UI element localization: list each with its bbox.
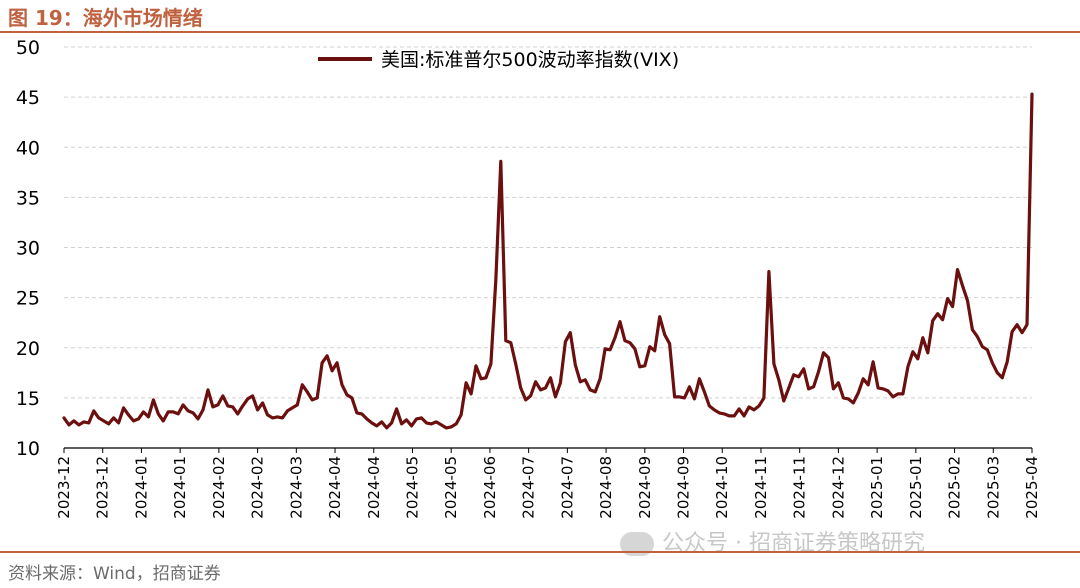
x-tick-label: 2023-12 xyxy=(55,456,73,519)
x-tick-label: 2024-05 xyxy=(442,456,460,519)
y-tick-label: 25 xyxy=(16,288,40,310)
vix-line-chart: 10 15 20 25 30 35 40 45 50 2023-12 2023-12 2024-01… xyxy=(16,37,1041,519)
x-tick-label: 2025-04 xyxy=(1023,456,1041,519)
x-tick-label: 2024-03 xyxy=(287,456,305,519)
y-tick-label: 45 xyxy=(16,87,40,109)
x-tick-label: 2024-08 xyxy=(597,456,615,519)
legend: 美国:标准普尔500波动率指数(VIX) xyxy=(318,49,679,71)
x-tick-label: 2025-02 xyxy=(946,456,964,519)
y-tick-label: 15 xyxy=(16,388,40,410)
figure-title: 图 19：海外市场情绪 xyxy=(8,6,203,30)
y-axis: 10 15 20 25 30 35 40 45 50 xyxy=(16,37,40,460)
x-tick-label: 2025-03 xyxy=(984,456,1002,519)
x-tick-label: 2024-11 xyxy=(791,456,809,519)
x-tick-label: 2024-04 xyxy=(365,456,383,519)
y-tick-label: 10 xyxy=(16,438,40,460)
x-tick-label: 2024-07 xyxy=(520,456,538,519)
gridlines xyxy=(64,46,1032,399)
x-tick-label: 2024-10 xyxy=(713,456,731,519)
x-tick-label: 2025-01 xyxy=(868,456,886,519)
x-tick-label: 2024-09 xyxy=(636,456,654,519)
x-tick-label: 2024-12 xyxy=(829,456,847,519)
x-tick-label: 2024-06 xyxy=(481,456,499,519)
x-tick-label: 2024-07 xyxy=(558,456,576,519)
y-tick-label: 35 xyxy=(16,187,40,209)
legend-label: 美国:标准普尔500波动率指数(VIX) xyxy=(381,49,679,71)
y-tick-label: 20 xyxy=(16,338,40,360)
y-tick-label: 50 xyxy=(16,37,40,59)
x-tick-label: 2024-09 xyxy=(675,456,693,519)
x-tick-label: 2024-02 xyxy=(210,456,228,519)
x-tick-label: 2023-12 xyxy=(94,456,112,519)
bottom-rule xyxy=(0,551,1080,553)
x-tick-label: 2024-01 xyxy=(171,456,189,519)
y-tick-label: 40 xyxy=(16,137,40,159)
x-tick-label: 2024-01 xyxy=(132,456,150,519)
x-tick-label: 2024-11 xyxy=(752,456,770,519)
vix-series-line xyxy=(62,92,1034,430)
x-tick-label: 2024-02 xyxy=(249,456,267,519)
x-tick-label: 2025-01 xyxy=(907,456,925,519)
top-rule xyxy=(0,31,1080,33)
x-tick-label: 2024-04 xyxy=(326,456,344,519)
plot-area xyxy=(62,92,1034,430)
y-tick-label: 30 xyxy=(16,238,40,260)
source-note: 资料来源：Wind，招商证券 xyxy=(8,564,221,584)
x-tick-label: 2024-05 xyxy=(403,456,421,519)
x-axis: 2023-12 2023-12 2024-01 2024-01 2024-02 2024-… xyxy=(55,447,1041,519)
